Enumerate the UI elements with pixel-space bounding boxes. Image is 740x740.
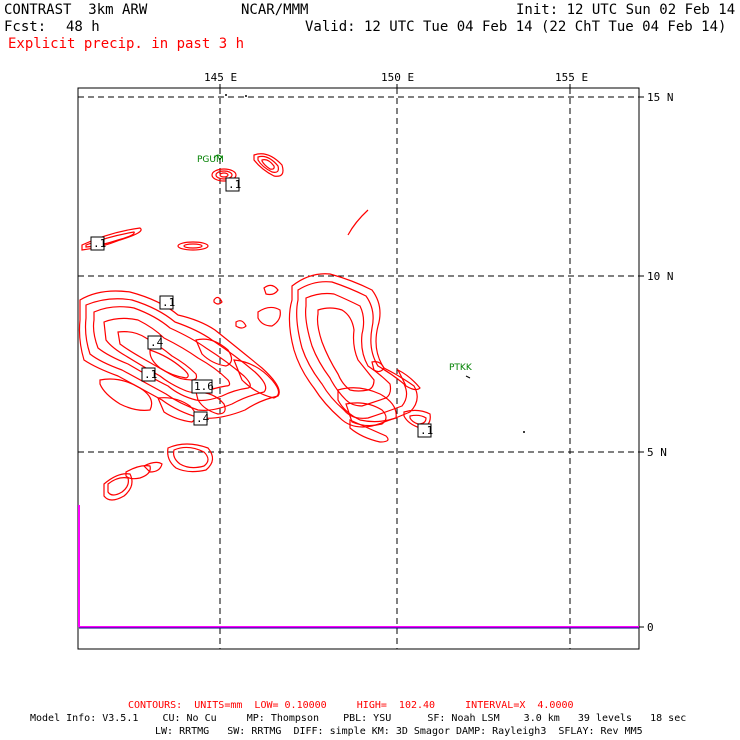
- station-label-chuuk: PTKK: [449, 363, 473, 373]
- contour-label: 1.6: [194, 380, 214, 393]
- lat-label-5: 5 N: [647, 446, 667, 459]
- contour-label: .1: [228, 178, 241, 191]
- lon-label-150: 150 E: [381, 71, 414, 84]
- lon-label-145: 145 E: [204, 71, 237, 84]
- lon-label-155: 155 E: [555, 71, 588, 84]
- island-dot: [523, 431, 525, 433]
- plot-frame: [77, 87, 640, 650]
- valid-time: Valid: 12 UTC Tue 04 Feb 14 (22 ChT Tue …: [305, 19, 727, 35]
- institution-label: NCAR/MMM: [241, 2, 309, 18]
- precip-contours: [78, 153, 431, 501]
- lat-label-10: 10 N: [647, 270, 674, 283]
- contour-label: .1: [144, 368, 157, 381]
- model-info-line-1: Model Info: V3.5.1 CU: No Cu MP: Thompso…: [30, 713, 687, 724]
- island-dot: [245, 95, 247, 97]
- contour-label: .1: [420, 424, 433, 437]
- forecast-label: Fcst:: [4, 19, 47, 35]
- contour-label: .1: [93, 237, 106, 250]
- forecast-hour: 48 h: [66, 19, 100, 35]
- domain-boundary: [78, 505, 639, 628]
- station-label-guam: PGUM: [197, 155, 224, 165]
- contour-label: .4: [196, 412, 210, 425]
- model-title: CONTRAST 3km ARW: [4, 2, 148, 18]
- init-time: Init: 12 UTC Sun 02 Feb 14: [516, 2, 736, 18]
- contour-label: .4: [150, 336, 164, 349]
- lat-label-0: 0: [647, 621, 654, 634]
- field-title: Explicit precip. in past 3 h: [8, 36, 245, 52]
- grid-ticks: [219, 84, 644, 628]
- lat-lon-grid: [78, 88, 639, 649]
- contour-info: CONTOURS: UNITS=mm LOW= 0.10000 HIGH= 10…: [128, 700, 574, 711]
- island-dot: [225, 94, 227, 96]
- model-info-line-2: LW: RRTMG SW: RRTMG DIFF: simple KM: 3D …: [155, 726, 643, 737]
- contour-labels: .1 .1 .1 .4 .1 1.6 .4 .1: [90, 177, 433, 438]
- chuuk-island: [465, 375, 471, 379]
- lat-label-15: 15 N: [647, 91, 674, 104]
- guam-island: [213, 154, 223, 159]
- contour-label: .1: [162, 296, 175, 309]
